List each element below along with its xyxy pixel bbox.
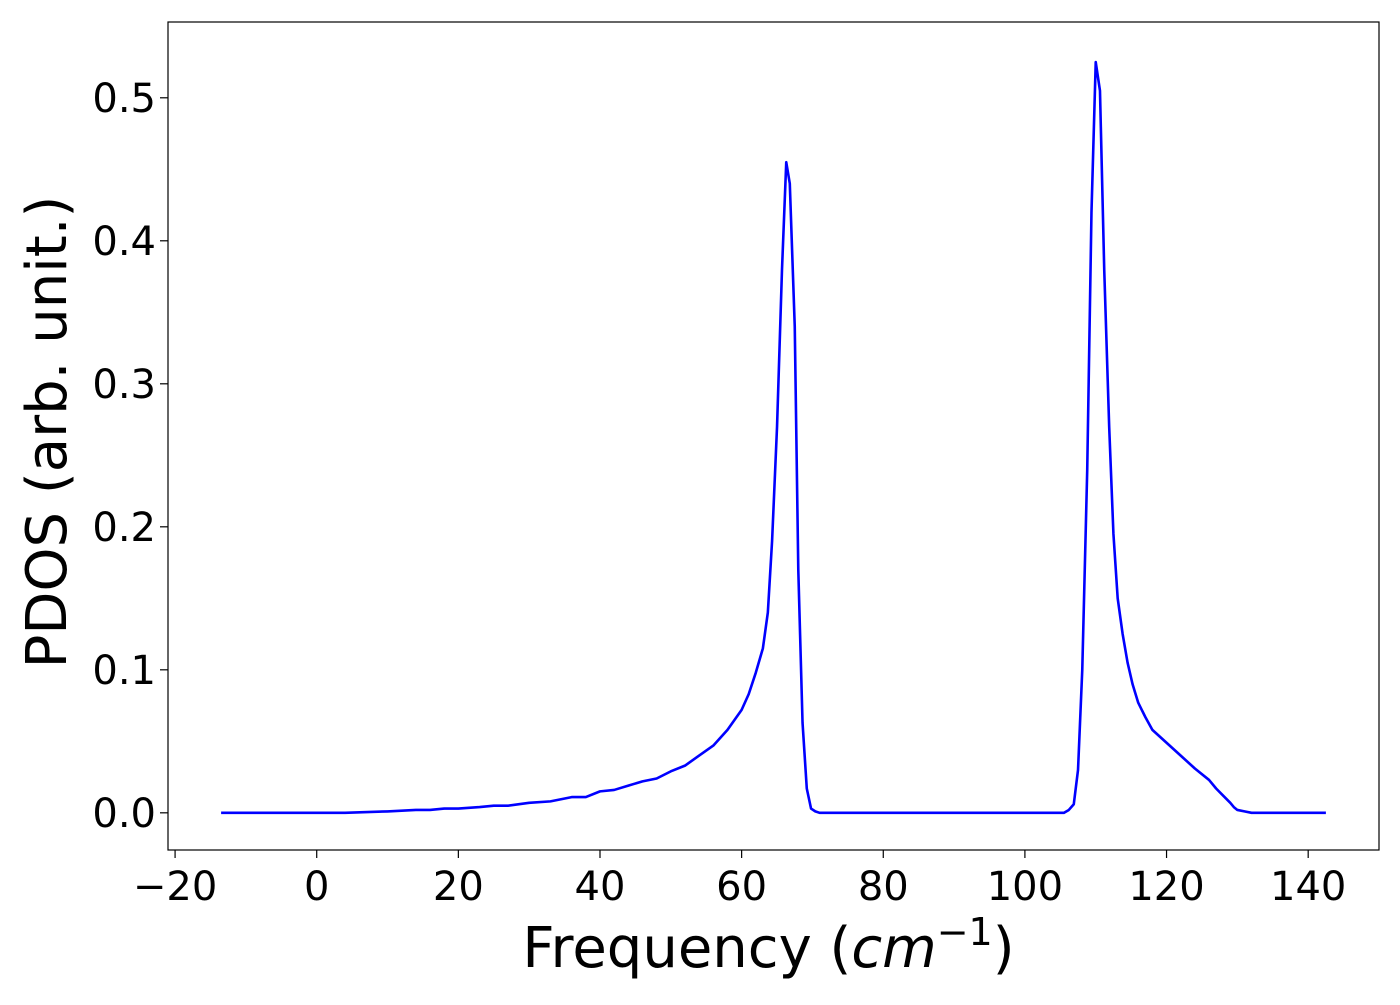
x-tick-label: 100	[987, 864, 1063, 910]
pdos-series-line	[221, 60, 1326, 815]
x-tick-label: 0	[304, 864, 329, 910]
y-tick-label: 0.4	[92, 219, 156, 265]
series-layer	[221, 60, 1326, 815]
y-axis-ticks: 0.0 0.1 0.2 0.3 0.4 0.5	[92, 76, 168, 837]
x-tick-label: 80	[858, 864, 909, 910]
x-tick-label: −20	[133, 864, 217, 910]
x-tick-label: 60	[716, 864, 767, 910]
y-tick-label: 0.0	[92, 791, 156, 837]
y-tick-label: 0.2	[92, 505, 156, 551]
x-tick-label: 120	[1128, 864, 1204, 910]
y-tick-label: 0.3	[92, 362, 156, 408]
x-tick-label: 20	[433, 864, 484, 910]
x-tick-label: 40	[575, 864, 626, 910]
y-tick-label: 0.5	[92, 76, 156, 122]
x-tick-label: 140	[1270, 864, 1346, 910]
y-tick-label: 0.1	[92, 648, 156, 694]
plot-frame	[167, 21, 1380, 851]
x-axis-ticks: −20 0 20 40 60 80 100 120 140	[133, 850, 1346, 910]
y-axis-label: PDOS (arb. unit.)	[15, 196, 80, 669]
x-axis-label: Frequency (cm−1)	[522, 910, 1014, 981]
